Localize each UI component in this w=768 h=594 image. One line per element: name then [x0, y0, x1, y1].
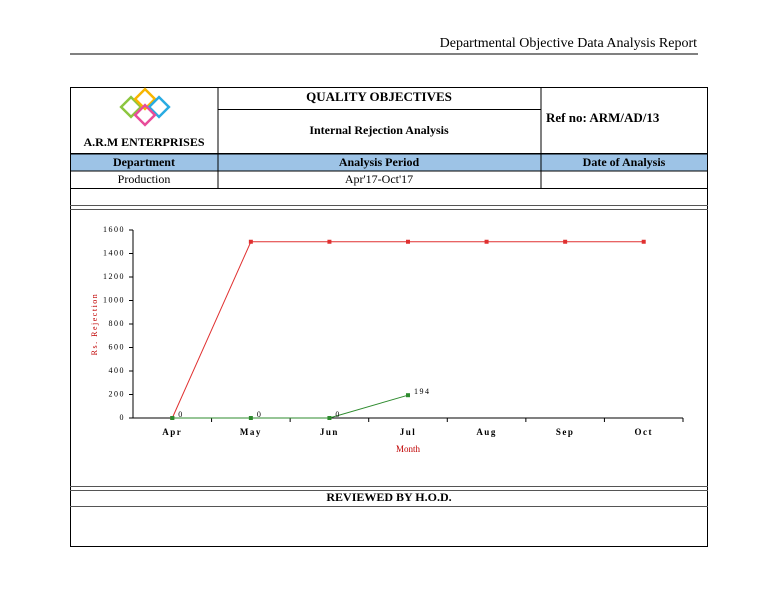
col-header: Department: [113, 155, 175, 169]
point: [406, 393, 410, 398]
point: [563, 239, 568, 244]
y-tick-label: 0: [120, 413, 126, 422]
data-label: 0: [178, 410, 184, 419]
reviewed-label: REVIEWED BY H.O.D.: [326, 490, 451, 504]
col-header: Date of Analysis: [583, 155, 666, 169]
y-tick-label: 1600: [103, 225, 125, 234]
point: [484, 239, 489, 244]
chart: 0 200 400 600 800 1000 1200 1400 1600 Apr May Jun Ju…: [90, 225, 684, 454]
x-tick-label: Jul: [400, 427, 417, 437]
x-axis-label: Month: [396, 444, 421, 454]
logo: [119, 87, 171, 127]
cell: Production: [118, 172, 171, 186]
ref-no: Ref no: ARM/AD/13: [546, 110, 660, 125]
table-title: QUALITY OBJECTIVES: [306, 89, 452, 104]
frame: [70, 87, 708, 547]
x-tick-label: Sep: [556, 427, 575, 437]
cell: Apr'17-Oct'17: [345, 172, 413, 186]
header-row: [70, 153, 708, 172]
col-header: Analysis Period: [339, 155, 420, 169]
y-tick-label: 800: [109, 319, 126, 328]
y-tick-label: 1000: [103, 295, 125, 304]
point: [406, 239, 410, 244]
point: [641, 239, 646, 244]
report-title: Departmental Objective Data Analysis Rep…: [440, 36, 697, 51]
data-label: 0: [257, 410, 263, 419]
point: [170, 416, 175, 420]
y-axis-label: Rs. Rejection: [90, 293, 99, 356]
y-tick-label: 200: [109, 389, 126, 398]
series-line: [171, 241, 644, 419]
x-tick-label: Jun: [320, 427, 339, 437]
separator: [70, 205, 708, 507]
point: [248, 416, 253, 420]
x-tick-label: Oct: [634, 427, 653, 437]
y-tick-label: 1200: [103, 272, 125, 281]
data-label: 0: [335, 410, 341, 419]
y-tick-label: 1400: [103, 248, 125, 257]
y-tick-label: 600: [109, 342, 126, 351]
point: [327, 239, 332, 244]
x-tick-label: Apr: [162, 427, 182, 437]
point: [327, 416, 332, 420]
table-subtitle: Internal Rejection Analysis: [309, 123, 449, 137]
y-tick-label: 400: [109, 366, 126, 375]
company-name: A.R.M ENTERPRISES: [83, 135, 204, 149]
data-label: 194: [414, 387, 431, 396]
x-tick-label: May: [240, 427, 262, 437]
point: [248, 239, 253, 244]
x-tick-label: Aug: [476, 427, 497, 437]
series-line: [172, 394, 409, 419]
